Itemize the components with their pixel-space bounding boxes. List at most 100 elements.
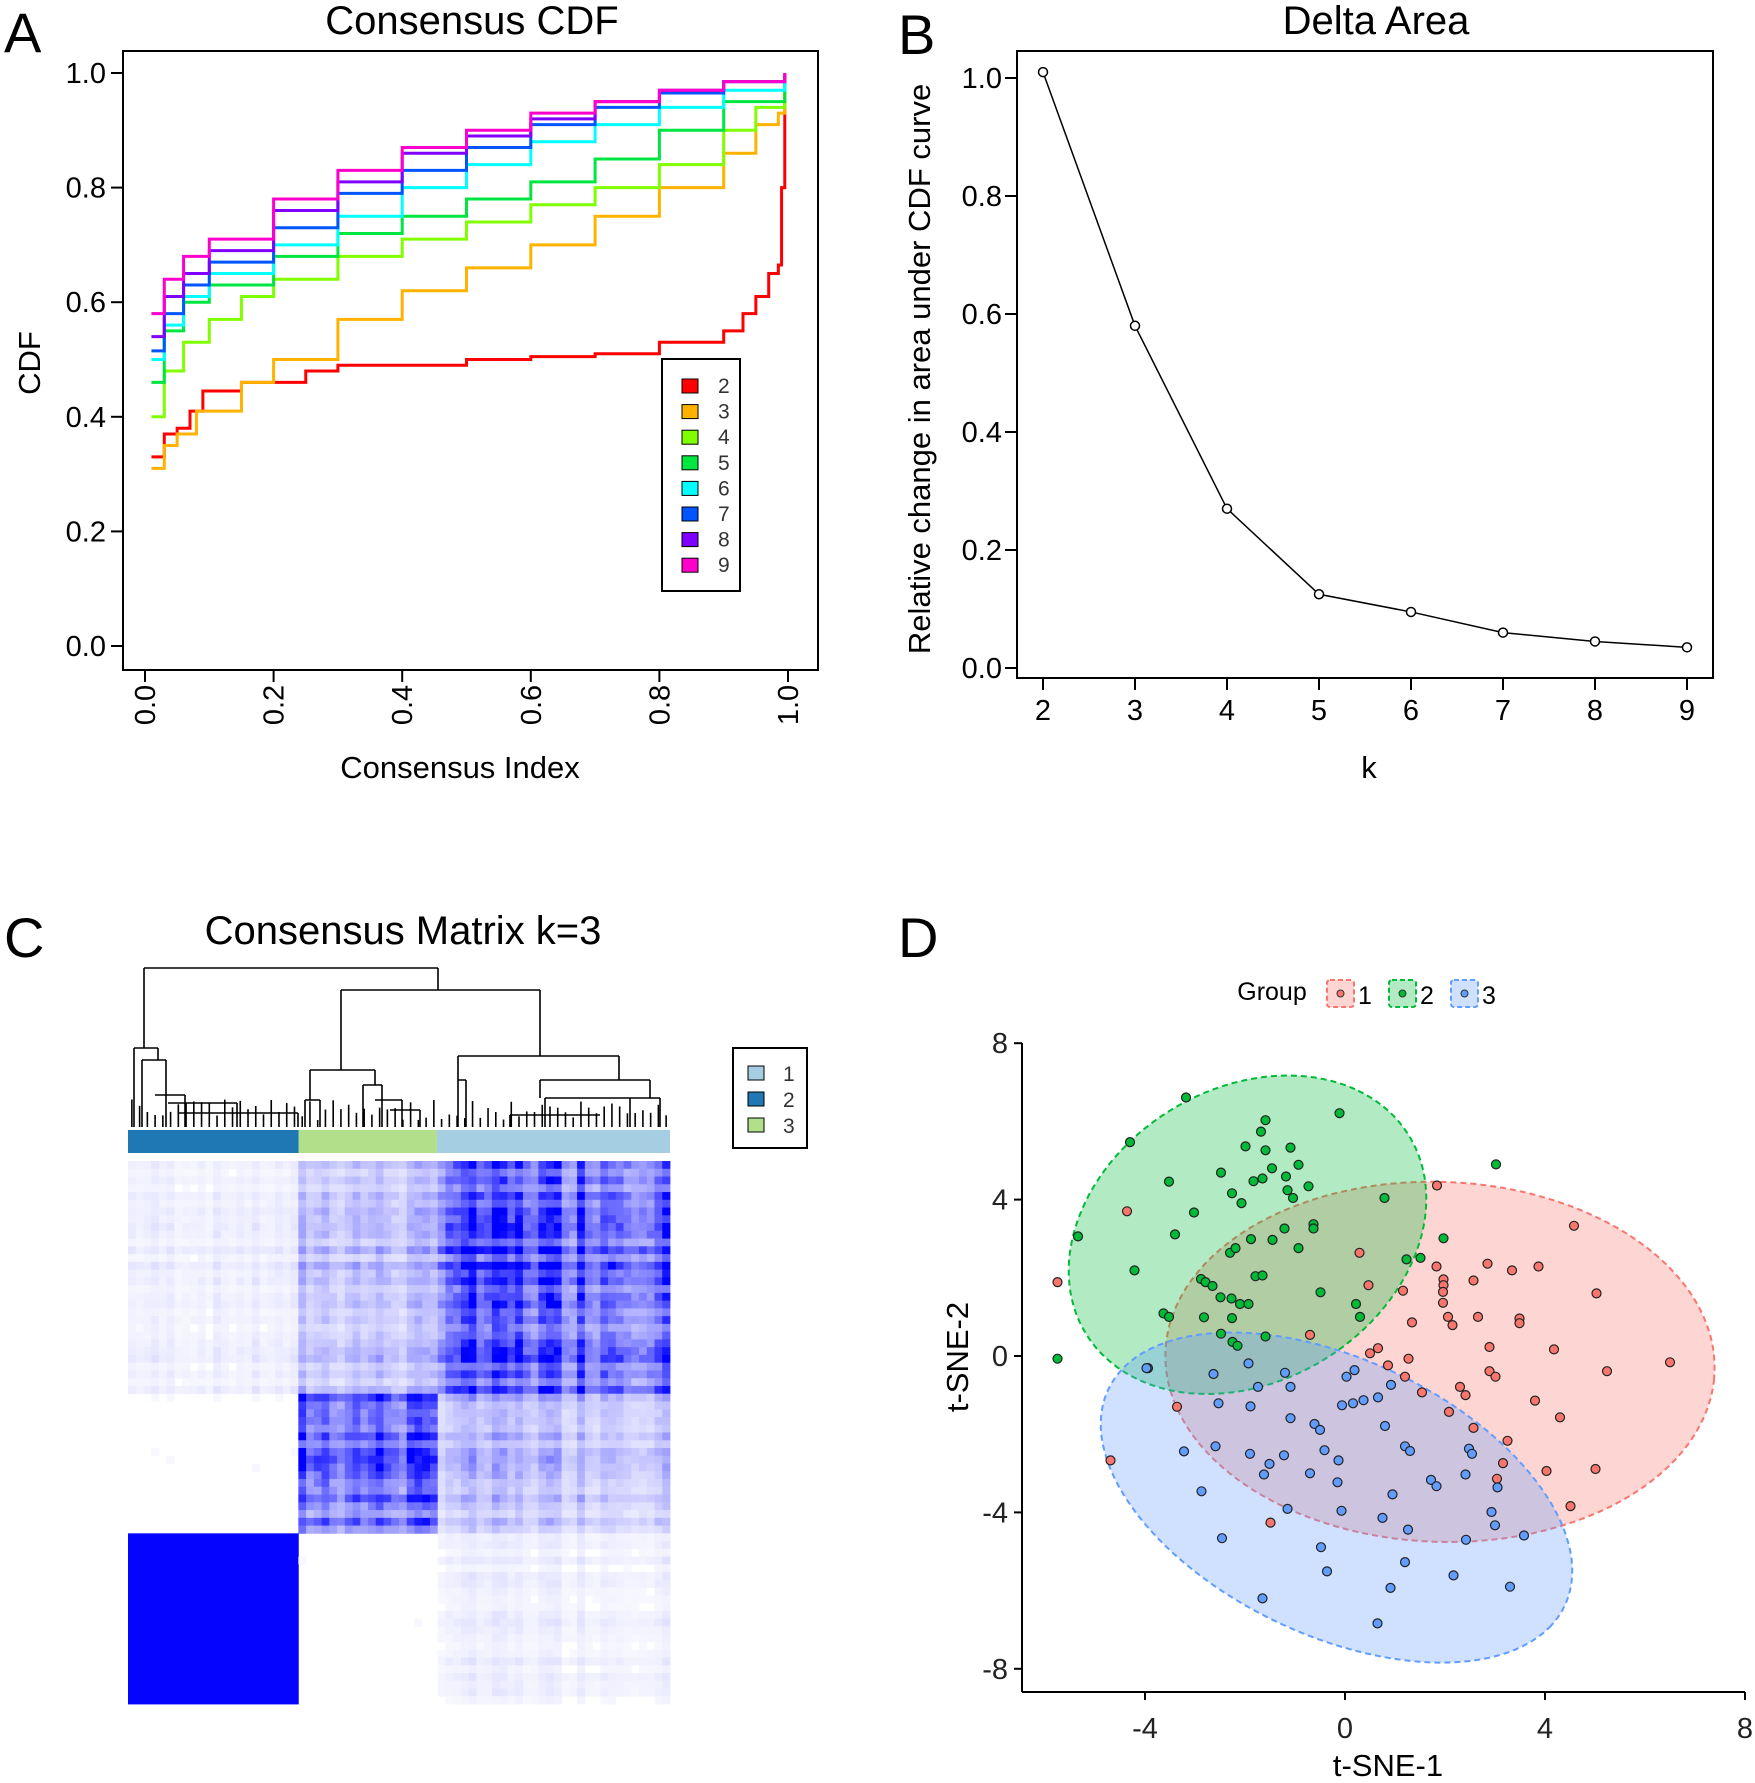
heatmap-cell xyxy=(600,1192,609,1201)
heatmap-cell xyxy=(151,1362,160,1371)
heatmap-cell xyxy=(360,1401,369,1410)
heatmap-cell xyxy=(375,1168,384,1177)
heatmap-cell xyxy=(128,1199,137,1208)
legend-swatch-cluster-3 xyxy=(747,1117,765,1133)
heatmap-cell xyxy=(491,1541,501,1550)
heatmap-cell xyxy=(546,1440,555,1449)
heatmap-cell xyxy=(445,1533,454,1542)
heatmap-cell xyxy=(251,1696,261,1705)
heatmap-cell xyxy=(383,1215,392,1224)
heatmap-cell xyxy=(468,1455,477,1464)
heatmap-cell xyxy=(538,1354,547,1364)
heatmap-cell xyxy=(166,1246,175,1255)
heatmap-cell xyxy=(197,1672,206,1682)
heatmap-cell xyxy=(569,1556,578,1565)
heatmap-cell xyxy=(166,1215,175,1224)
heatmap-cell xyxy=(491,1192,501,1201)
heatmap-cell xyxy=(577,1401,586,1410)
heatmap-cell xyxy=(538,1517,547,1526)
heatmap-cell xyxy=(251,1595,261,1604)
heatmap-cell xyxy=(143,1215,152,1224)
heatmap-cell xyxy=(189,1610,199,1620)
heatmap-cell xyxy=(220,1696,230,1705)
point-group-3 xyxy=(1258,1469,1270,1480)
heatmap-cell xyxy=(220,1362,230,1371)
heatmap-cell xyxy=(631,1347,640,1356)
heatmap-cell xyxy=(151,1385,160,1395)
heatmap-cell xyxy=(499,1238,508,1247)
heatmap-cell xyxy=(128,1215,137,1224)
heatmap-cell xyxy=(468,1370,477,1379)
heatmap-cell xyxy=(577,1246,586,1255)
heatmap-cell xyxy=(577,1215,586,1224)
point-group-1 xyxy=(1397,1285,1409,1296)
point-group-3 xyxy=(1279,1367,1291,1378)
dendrogram-cluster-3-branches xyxy=(304,1069,421,1127)
heatmap-cell xyxy=(205,1649,214,1658)
heatmap-cell xyxy=(321,1269,330,1278)
heatmap-cell xyxy=(654,1184,663,1193)
heatmap-cell xyxy=(275,1672,284,1682)
heatmap-cell xyxy=(337,1385,346,1395)
heatmap-cell xyxy=(189,1680,199,1689)
heatmap-cell xyxy=(460,1626,470,1635)
heatmap-cell xyxy=(553,1665,562,1674)
heatmap-cell xyxy=(561,1354,570,1364)
heatmap-cell xyxy=(592,1448,601,1457)
point-group-1 xyxy=(1447,1319,1458,1331)
heatmap-cell xyxy=(546,1494,555,1503)
heatmap-cell xyxy=(546,1471,555,1480)
point-group-2 xyxy=(1490,1159,1502,1170)
heatmap-cell xyxy=(321,1184,330,1193)
heatmap-cell xyxy=(468,1161,477,1170)
heatmap-cell xyxy=(166,1223,175,1232)
heatmap-cell xyxy=(584,1533,593,1542)
cdf-line-k7 xyxy=(151,74,787,353)
heatmap-cell xyxy=(600,1479,609,1488)
heatmap-cell xyxy=(507,1641,516,1651)
heatmap-cell xyxy=(337,1502,346,1511)
heatmap-cell xyxy=(290,1618,299,1627)
heatmap-cell xyxy=(182,1285,191,1294)
heatmap-cell xyxy=(182,1672,191,1682)
heatmap-cell xyxy=(584,1463,593,1472)
heatmap-cell xyxy=(143,1354,152,1364)
delta-point-k2 xyxy=(1037,66,1049,78)
heatmap-cell xyxy=(515,1277,524,1286)
heatmap-cell xyxy=(577,1618,586,1627)
heatmap-cell xyxy=(352,1192,361,1201)
heatmap-cell xyxy=(337,1510,346,1519)
heatmap-cell xyxy=(205,1564,214,1573)
heatmap-cell xyxy=(182,1641,191,1651)
heatmap-cell xyxy=(639,1634,648,1643)
heatmap-cell xyxy=(484,1665,493,1674)
heatmap-cell xyxy=(445,1572,454,1581)
heatmap-cell xyxy=(631,1308,640,1317)
heatmap-cell xyxy=(282,1215,291,1224)
heatmap-cell xyxy=(275,1285,284,1294)
heatmap-cell xyxy=(445,1161,454,1170)
heatmap-cell xyxy=(600,1533,609,1542)
heatmap-cell xyxy=(298,1269,307,1278)
heatmap-cell xyxy=(577,1494,586,1503)
heatmap-cell xyxy=(352,1409,361,1418)
heatmap-cell xyxy=(158,1292,168,1302)
heatmap-cell xyxy=(437,1634,446,1643)
heatmap-cell xyxy=(646,1176,655,1185)
heatmap-cell xyxy=(468,1548,477,1558)
heatmap-cell xyxy=(220,1261,230,1270)
heatmap-cell xyxy=(584,1168,593,1177)
heatmap-cell xyxy=(189,1230,199,1239)
heatmap-cell xyxy=(375,1479,384,1488)
heatmap-cell xyxy=(259,1572,268,1581)
heatmap-cell xyxy=(182,1688,191,1697)
heatmap-cell xyxy=(298,1215,307,1224)
heatmap-cell xyxy=(499,1385,508,1395)
heatmap-cell xyxy=(460,1595,470,1604)
heatmap-cell xyxy=(298,1316,307,1325)
heatmap-cell xyxy=(584,1238,593,1247)
heatmap-cell xyxy=(128,1308,137,1317)
heatmap-cell xyxy=(375,1292,384,1302)
heatmap-cell xyxy=(329,1308,338,1317)
heatmap-cell xyxy=(213,1238,222,1247)
